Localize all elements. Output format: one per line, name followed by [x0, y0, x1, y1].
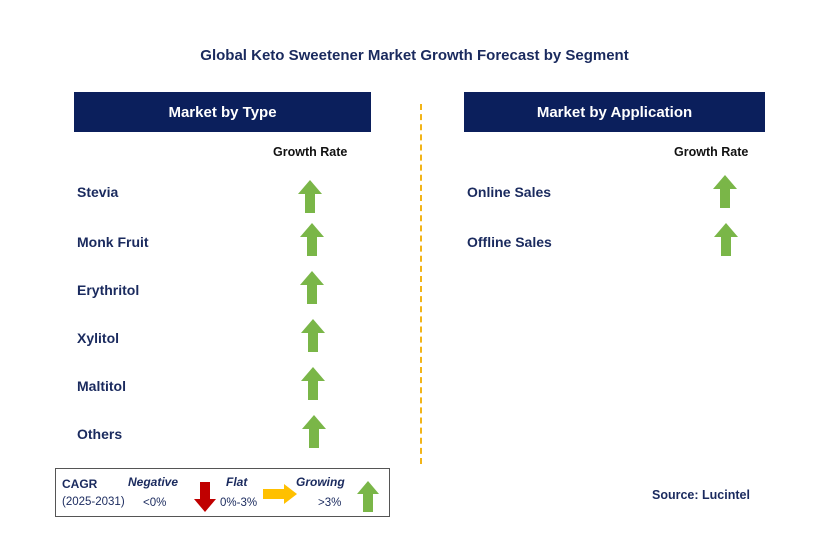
cagr-legend: CAGR (2025-2031) Negative <0% Flat 0%-3%… [55, 468, 390, 517]
up-arrow-icon [300, 271, 324, 304]
up-arrow-icon [301, 319, 325, 352]
source-note: Source: Lucintel [652, 488, 750, 502]
type-row-label: Maltitol [77, 378, 126, 394]
type-row-label: Monk Fruit [77, 234, 149, 250]
legend-cagr-label: CAGR [62, 477, 98, 491]
market-by-type-header-label: Market by Type [168, 103, 277, 121]
right-arrow-icon [263, 484, 297, 504]
application-row-label: Offline Sales [467, 234, 552, 250]
left-growth-rate-header: Growth Rate [273, 145, 348, 159]
type-row-label: Stevia [77, 184, 119, 200]
up-arrow-icon [713, 175, 737, 208]
up-arrow-icon [302, 415, 326, 448]
legend-growing-label: Growing [296, 475, 345, 489]
type-row-label: Others [77, 426, 123, 442]
up-arrow-icon [357, 481, 379, 512]
up-arrow-icon [714, 223, 738, 256]
application-row-label: Online Sales [467, 184, 552, 200]
legend-flat-range: 0%-3% [220, 497, 258, 509]
up-arrow-icon [298, 180, 322, 213]
market-by-application-header-label: Market by Application [536, 103, 693, 121]
panel-divider [420, 104, 422, 464]
chart-title: Global Keto Sweetener Market Growth Fore… [200, 47, 629, 64]
up-arrow-icon [300, 223, 324, 256]
market-by-type-header: Market by Type [74, 92, 371, 132]
right-growth-rate-header: Growth Rate [674, 145, 749, 159]
legend-period: (2025-2031) [62, 496, 125, 508]
down-arrow-icon [194, 482, 216, 512]
type-row-label: Erythritol [77, 282, 140, 298]
market-by-application-header: Market by Application [464, 92, 765, 132]
legend-negative-label: Negative [128, 475, 179, 489]
type-row-label: Xylitol [77, 330, 120, 346]
legend-negative-range: <0% [143, 497, 167, 509]
up-arrow-icon [301, 367, 325, 400]
legend-growing-range: >3% [318, 497, 342, 509]
legend-flat-label: Flat [226, 475, 248, 489]
